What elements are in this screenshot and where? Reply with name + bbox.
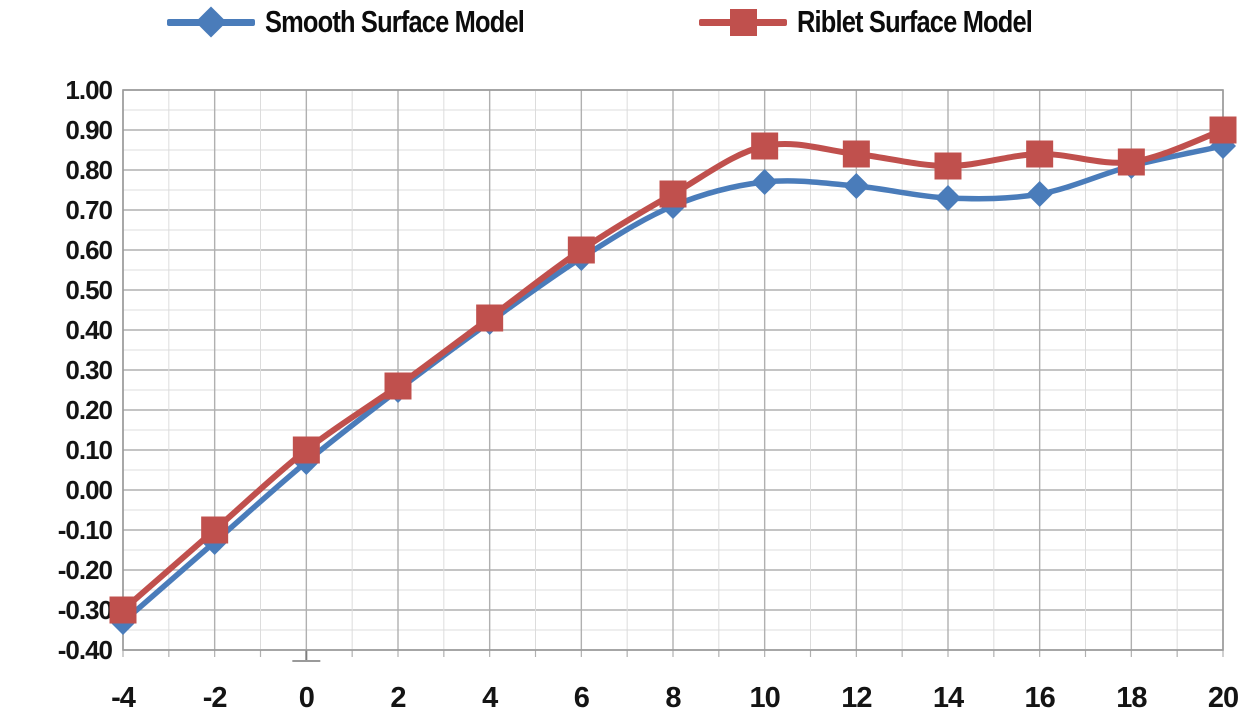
- y-axis-tick-label: 0.80: [65, 155, 112, 185]
- y-axis-tick-label: 0.30: [65, 355, 112, 385]
- y-axis-tick-label: 0.60: [65, 235, 112, 265]
- x-axis-tick-label: 0: [299, 682, 314, 714]
- y-axis-tick-label: -0.40: [58, 635, 113, 665]
- y-axis-tick-label: 0.00: [65, 475, 112, 505]
- y-axis-tick-label: 0.90: [65, 115, 112, 145]
- square-marker-icon: [729, 9, 757, 36]
- riblet-series-data-point: [751, 132, 779, 160]
- riblet-series-data-point: [476, 304, 504, 332]
- riblet-series-data-point: [934, 152, 962, 180]
- legend-item-riblet-surface-model: Riblet Surface Model: [698, 4, 1084, 40]
- plot-border: [122, 89, 1224, 651]
- x-axis-tick-label: -4: [111, 682, 136, 714]
- riblet-series-data-point: [1026, 140, 1054, 168]
- riblet-series-data-point: [567, 236, 595, 264]
- x-axis-tick-label: 14: [933, 682, 964, 714]
- y-axis-tick-label: -0.20: [58, 555, 113, 585]
- x-axis-tick-label: 10: [750, 682, 780, 714]
- x-axis-tick-label: 20: [1208, 682, 1238, 714]
- x-axis-tick-label: 12: [841, 682, 871, 714]
- x-axis-tick-label: 16: [1025, 682, 1056, 714]
- x-axis-tick-label: 2: [390, 682, 405, 714]
- riblet-series-data-point: [842, 140, 870, 168]
- y-axis-tick-label: 0.70: [65, 195, 112, 225]
- x-axis-tick-label: 6: [574, 682, 590, 714]
- riblet-series-data-point: [1117, 148, 1145, 176]
- smooth-series-data-point: [1026, 181, 1053, 207]
- riblet-series-data-point: [201, 516, 229, 544]
- y-axis-tick-label: 0.20: [65, 395, 112, 425]
- y-axis-tick-label: 0.50: [65, 275, 112, 305]
- chart-legend: Smooth Surface Model Riblet Surface Mode…: [0, 4, 1250, 40]
- riblet-series-data-point: [109, 596, 137, 624]
- x-axis-tick-label: -2: [203, 682, 227, 714]
- riblet-series-data-point: [384, 372, 412, 400]
- y-axis-tick-label: -0.10: [58, 515, 113, 545]
- y-axis-tick-label: 1.00: [65, 75, 112, 105]
- y-axis-tick-label: -0.30: [58, 595, 113, 625]
- legend-label-smooth: Smooth Surface Model: [264, 4, 525, 39]
- smooth-series-legend-marker-icon: [166, 5, 255, 39]
- riblet-series-legend-marker-icon: [698, 5, 787, 39]
- smooth-series-data-point: [935, 185, 961, 211]
- legend-label-riblet: Riblet Surface Model: [796, 4, 1033, 39]
- x-axis-tick-label: 8: [665, 682, 681, 714]
- x-axis-tick-label: 18: [1116, 682, 1147, 714]
- x-axis-tick-label: 4: [482, 682, 498, 714]
- y-axis-tick-label: 0.40: [65, 315, 112, 345]
- smooth-series-data-point: [843, 173, 870, 199]
- legend-item-smooth-surface-model: Smooth Surface Model: [166, 4, 581, 40]
- smooth-series-data-point: [751, 169, 778, 195]
- riblet-series-data-point: [292, 436, 320, 464]
- y-axis-tick-label: 0.10: [65, 435, 112, 465]
- riblet-series-data-point: [659, 180, 687, 208]
- riblet-series-data-point: [1209, 116, 1237, 144]
